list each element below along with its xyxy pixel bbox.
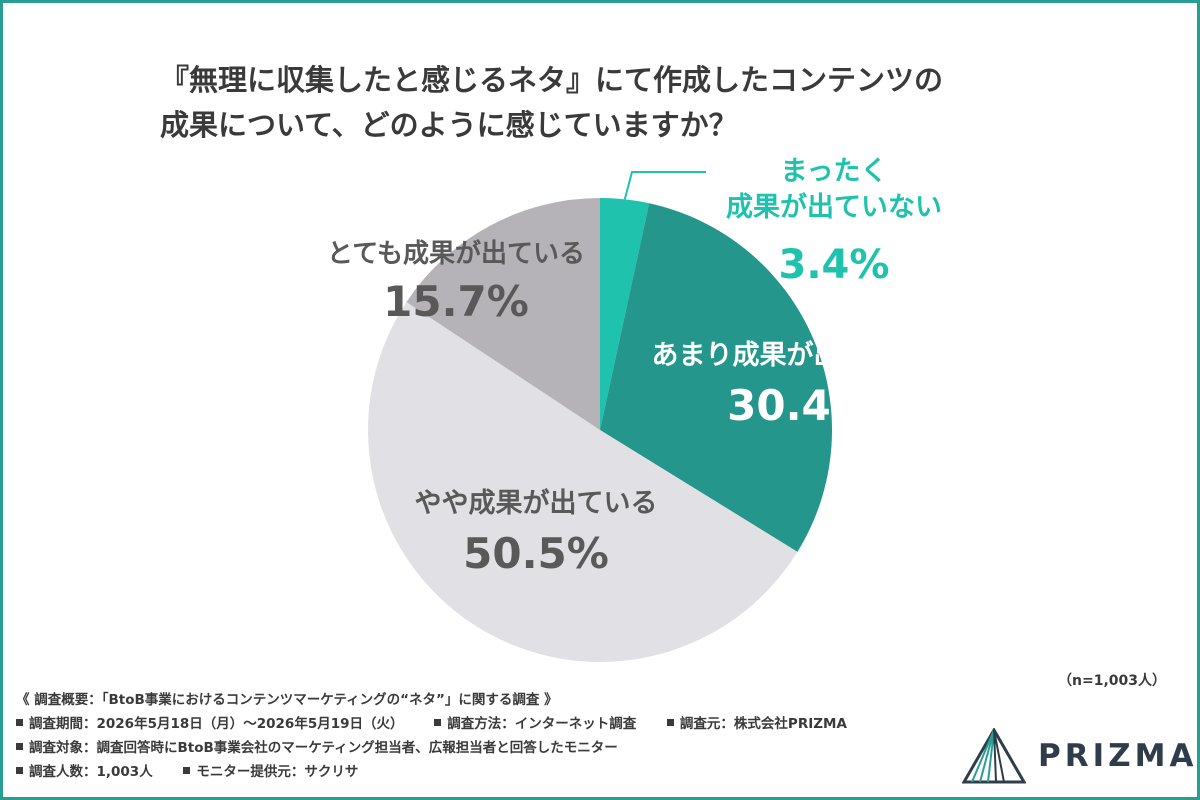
title-line-2: 成果について、どのように感じていますか？ bbox=[160, 107, 738, 142]
survey-details-row-3: 調査人数：1,003人 モニター提供元：サクリサ bbox=[16, 760, 936, 784]
survey-source: 調査元：株式会社PRIZMA bbox=[667, 712, 847, 736]
slice-value: 3.4% bbox=[779, 242, 890, 288]
survey-method: 調査方法：インターネット調査 bbox=[434, 712, 636, 736]
survey-target: 調査対象：調査回答時にBtoB事業会社のマーケティング担当者、広報担当者と回答し… bbox=[16, 736, 618, 760]
pie-slice bbox=[406, 198, 600, 430]
slice-label: まったく bbox=[781, 156, 888, 187]
pie-slice bbox=[600, 198, 650, 430]
slice-value: 15.7% bbox=[383, 277, 529, 326]
slice-label: やや成果が出ている bbox=[415, 487, 658, 519]
survey-summary: 《 調査概要：「BtoB事業におけるコンテンツマーケティングの“ネタ”」に関する… bbox=[16, 692, 558, 708]
pie-slice bbox=[600, 203, 832, 552]
slice-label: 成果が出ていない bbox=[726, 191, 942, 223]
sample-size-note: （n=1,003人） bbox=[1058, 673, 1166, 689]
leader-line bbox=[623, 171, 706, 200]
survey-details-row-1: 調査期間：2026年5月18日（月）～2026年5月19日（火） 調査方法：イン… bbox=[16, 712, 936, 736]
title-line-1: 『無理に収集したと感じるネタ』にて作成したコンテンツの bbox=[160, 63, 944, 97]
pie-slice bbox=[368, 302, 798, 662]
survey-period: 調査期間：2026年5月18日（月）～2026年5月19日（火） bbox=[16, 712, 404, 736]
survey-details-row-2: 調査対象：調査回答時にBtoB事業会社のマーケティング担当者、広報担当者と回答し… bbox=[16, 736, 936, 760]
survey-count: 調査人数：1,003人 bbox=[16, 760, 153, 784]
slice-value: 50.5% bbox=[463, 529, 609, 578]
survey-footer: 《 調査概要：「BtoB事業におけるコンテンツマーケティングの“ネタ”」に関する… bbox=[16, 688, 936, 784]
monitor-provider: モニター提供元：サクリサ bbox=[183, 760, 358, 784]
slice-label: とても成果が出ている bbox=[327, 238, 585, 269]
prizma-logo-text: PRIZMA bbox=[1038, 738, 1198, 774]
slice-label: あまり成果が出ていない bbox=[652, 339, 949, 371]
chart-title: 『無理に収集したと感じるネタ』にて作成したコンテンツの 成果について、どのように… bbox=[160, 58, 1060, 148]
prizma-logo-icon bbox=[962, 728, 1026, 784]
slice-value: 30.4% bbox=[727, 381, 873, 430]
